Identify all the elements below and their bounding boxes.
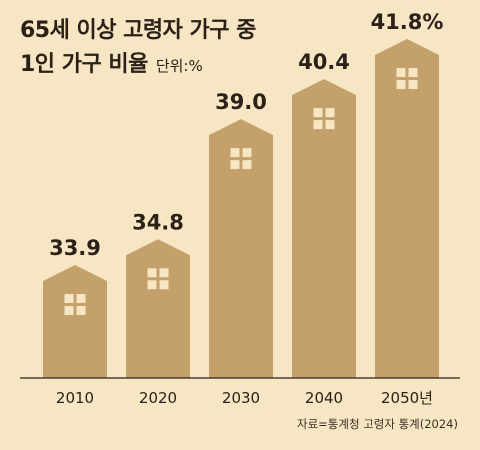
- window-pane: [230, 160, 240, 170]
- window-pane: [396, 80, 406, 90]
- chart-title: 65세 이상 고령자 가구 중 1인 가구 비율 단위:%: [20, 14, 256, 83]
- value-label-2040: 40.4: [298, 50, 350, 74]
- chart-title-line-2-text: 1인 가구 비율: [20, 52, 148, 77]
- window-icon: [230, 148, 252, 170]
- x-tick-label-2050년: 2050년: [381, 389, 433, 407]
- x-tick-label-2010: 2010: [56, 389, 94, 407]
- value-label-2030: 39.0: [215, 90, 267, 114]
- window-pane: [396, 68, 406, 78]
- window-pane: [230, 148, 240, 158]
- window-pane: [408, 80, 418, 90]
- window-icon: [64, 294, 86, 315]
- window-pane: [325, 108, 335, 118]
- x-tick-label-2020: 2020: [139, 389, 177, 407]
- window-pane: [147, 268, 157, 278]
- chart-title-line-1: 65세 이상 고령자 가구 중: [20, 18, 256, 43]
- source-note: 자료=통계청 고령자 통계(2024): [297, 417, 458, 431]
- window-pane: [325, 120, 335, 130]
- window-pane: [76, 306, 86, 315]
- window-pane: [76, 294, 86, 303]
- window-pane: [313, 120, 323, 130]
- window-pane: [242, 148, 252, 158]
- value-label-2050년: 41.8%: [371, 10, 444, 34]
- window-pane: [159, 280, 169, 290]
- x-axis-labels: 2010 2020 2030 2040 2050년: [56, 389, 433, 407]
- window-pane: [408, 68, 418, 78]
- value-label-2010: 33.9: [49, 236, 101, 260]
- bar-2040: [292, 79, 356, 378]
- bar-2010: [43, 265, 107, 378]
- bar-2050년: [375, 39, 439, 379]
- window-icon: [147, 268, 169, 290]
- window-pane: [313, 108, 323, 118]
- window-icon: [313, 108, 335, 130]
- bars-group: 33.9 34.8 39.0 40.4 41.8%: [43, 10, 444, 379]
- unit-label: 단위:%: [155, 57, 203, 75]
- x-tick-label-2040: 2040: [305, 389, 343, 407]
- window-pane: [64, 294, 74, 303]
- bar-2030: [209, 119, 273, 378]
- window-pane: [147, 280, 157, 290]
- chart-title-line-2: 1인 가구 비율 단위:%: [20, 48, 256, 83]
- window-pane: [242, 160, 252, 170]
- bar-2020: [126, 239, 190, 378]
- window-icon: [396, 68, 418, 90]
- window-pane: [159, 268, 169, 278]
- value-label-2020: 34.8: [132, 210, 184, 234]
- x-tick-label-2030: 2030: [222, 389, 260, 407]
- window-pane: [64, 306, 74, 315]
